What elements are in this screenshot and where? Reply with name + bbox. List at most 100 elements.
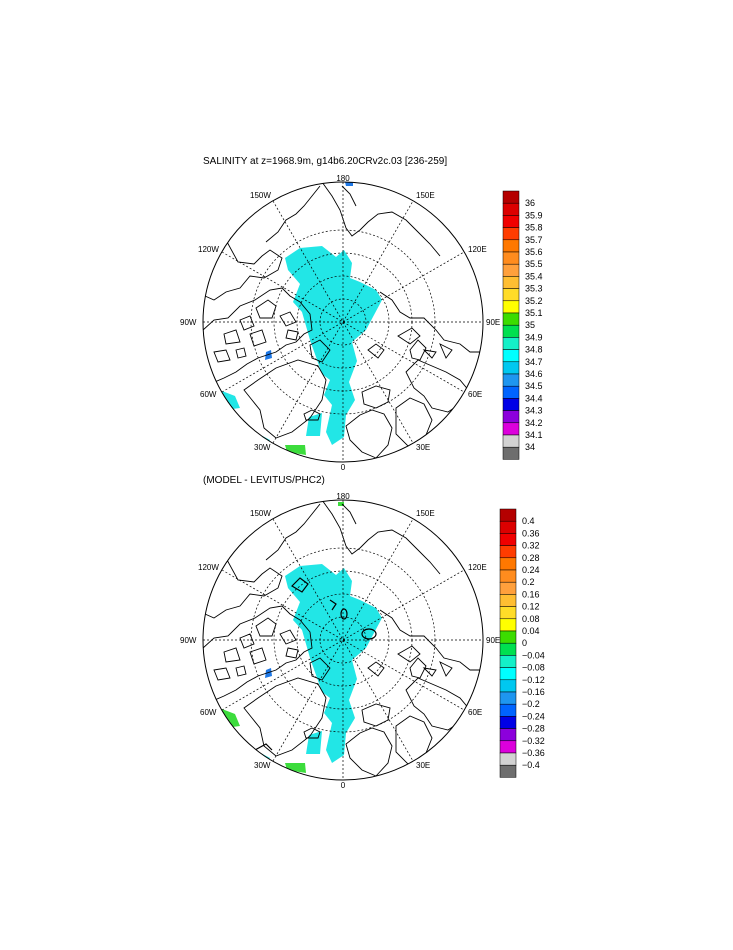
colorbar-tick-label: 0 — [522, 638, 527, 648]
colorbar-swatch — [499, 520, 517, 534]
colorbar-swatch — [499, 581, 517, 595]
map-title: SALINITY at z=1968.9m, g14b6.20CRv2c.03 … — [203, 156, 447, 167]
colorbar-tick-label: 35 — [525, 320, 535, 330]
colorbar-tick-label: 0.2 — [522, 577, 535, 587]
coastlines — [203, 182, 483, 459]
colorbar-swatch — [499, 679, 517, 693]
colorbar-difference: 0.4 0.36 0.32 0.28 0.24 0.2 0.16 0.12 0.08 0.04 0 −… — [499, 508, 545, 778]
map-boundary — [202, 181, 484, 463]
colorbar-swatch — [499, 606, 517, 620]
colorbar-tick-label: 35.8 — [525, 223, 543, 233]
colorbar-tick-label: −0.04 — [522, 650, 545, 660]
colorbar-tick-label: 35.2 — [525, 296, 543, 306]
colorbar-tick-label: 34.1 — [525, 430, 543, 440]
colorbar-tick-label: 0.4 — [522, 516, 535, 526]
colorbar-tick-label: 34.2 — [525, 418, 543, 428]
svg-text:30E: 30E — [416, 443, 430, 452]
svg-text:150W: 150W — [250, 191, 271, 200]
graticule — [203, 182, 483, 462]
colorbar-swatch — [502, 410, 520, 424]
polar-map-difference: 180 0 90W 90E 150W 120W 150E 120E 60W 30… — [180, 492, 500, 790]
colorbar-tick-label: 35.5 — [525, 259, 543, 269]
colorbar-salinity: 36 35.9 35.8 35.7 35.6 35.5 35.4 35.3 35.2 35.1 35… — [502, 190, 543, 460]
colorbar-tick-label: 0.04 — [522, 626, 540, 636]
svg-text:90W: 90W — [180, 318, 197, 327]
svg-text:90E: 90E — [486, 636, 500, 645]
colorbar-tick-label: −0.36 — [522, 748, 545, 758]
colorbar-swatch — [502, 446, 520, 460]
colorbar-tick-label: 35.7 — [525, 235, 543, 245]
svg-text:0: 0 — [341, 781, 346, 790]
colorbar-swatch — [502, 288, 520, 302]
svg-text:60E: 60E — [468, 708, 482, 717]
colorbar-swatch — [499, 594, 517, 607]
svg-text:30W: 30W — [254, 443, 271, 452]
colorbar-tick-label: 0.28 — [522, 553, 540, 563]
svg-text:120W: 120W — [198, 563, 219, 572]
colorbar-tick-label: 0.32 — [522, 541, 540, 551]
colorbar-tick-label: 34.4 — [525, 393, 543, 403]
colorbar-swatch — [499, 630, 517, 644]
colorbar-swatch — [502, 263, 520, 277]
svg-text:120E: 120E — [468, 563, 487, 572]
colorbar-swatch — [502, 190, 520, 204]
colorbar-tick-label: 34 — [525, 442, 535, 452]
colorbar-swatch — [502, 324, 520, 338]
colorbar-tick-label: 35.9 — [525, 210, 543, 220]
svg-text:180: 180 — [336, 492, 350, 501]
colorbar-tick-label: 34.6 — [525, 369, 543, 379]
colorbar-tick-label: −0.08 — [522, 663, 545, 673]
longitude-labels: 180 0 90W 90E 150W 120W 150E 120E 60W 30… — [180, 492, 500, 790]
zero-contours — [254, 577, 377, 751]
colorbar-tick-label: 34.3 — [525, 406, 543, 416]
colorbar-swatch — [499, 569, 517, 583]
colorbar-swatch — [499, 508, 517, 522]
svg-text:60W: 60W — [200, 708, 217, 717]
colorbar-tick-label: 34.9 — [525, 332, 543, 342]
svg-text:90E: 90E — [486, 318, 500, 327]
svg-text:150E: 150E — [416, 191, 435, 200]
colorbar-tick-label: 0.12 — [522, 602, 540, 612]
colorbar-tick-label: −0.16 — [522, 687, 545, 697]
longitude-labels: 180 0 90W 90E 150W 120W 150E 120E 60W 30… — [180, 174, 500, 472]
colorbar-swatch — [502, 422, 520, 436]
colorbar-swatch — [502, 276, 520, 289]
colorbar-tick-label: 35.6 — [525, 247, 543, 257]
colorbar-swatch — [499, 642, 517, 656]
svg-text:0: 0 — [341, 463, 346, 472]
colorbar-tick-label: 0.08 — [522, 614, 540, 624]
colorbar-swatch — [502, 215, 520, 228]
svg-text:120E: 120E — [468, 245, 487, 254]
colorbar-swatch — [502, 202, 520, 216]
colorbar-swatch — [499, 667, 517, 681]
colorbar-tick-label: 34.8 — [525, 345, 543, 355]
colorbar-tick-label: −0.28 — [522, 724, 545, 734]
colorbar-tick-label: −0.2 — [522, 699, 540, 709]
colorbar-tick-label: 36 — [525, 198, 535, 208]
colorbar-swatch — [502, 251, 520, 265]
colorbar-swatch — [499, 533, 517, 546]
colorbar-swatch — [499, 703, 517, 717]
colorbar-swatch — [499, 740, 517, 754]
svg-text:30W: 30W — [254, 761, 271, 770]
colorbar-swatch — [502, 373, 520, 387]
svg-text:120W: 120W — [198, 245, 219, 254]
map-title: (MODEL - LEVITUS/PHC2) — [203, 475, 325, 486]
colorbar-swatch — [499, 764, 517, 778]
colorbar-tick-label: −0.12 — [522, 675, 545, 685]
colorbar-swatch — [499, 752, 517, 766]
ocean-fill-cyan — [250, 564, 382, 768]
colorbar-swatch — [499, 557, 517, 571]
ocean-fill-blue — [265, 668, 272, 678]
colorbar-tick-label: 35.3 — [525, 284, 543, 294]
colorbar-tick-label: 0.36 — [522, 528, 540, 538]
colorbar-swatch — [499, 728, 517, 742]
svg-text:180: 180 — [336, 174, 350, 183]
colorbar-swatch — [502, 398, 520, 411]
polar-map-salinity: 180 0 90W 90E 150W 120W 150E 120E 60W 30… — [180, 174, 500, 472]
colorbar-swatch — [502, 227, 520, 241]
svg-text:90W: 90W — [180, 636, 197, 645]
colorbar-swatch — [499, 655, 517, 668]
colorbar-swatch — [502, 337, 520, 350]
colorbar-swatch — [499, 618, 517, 632]
